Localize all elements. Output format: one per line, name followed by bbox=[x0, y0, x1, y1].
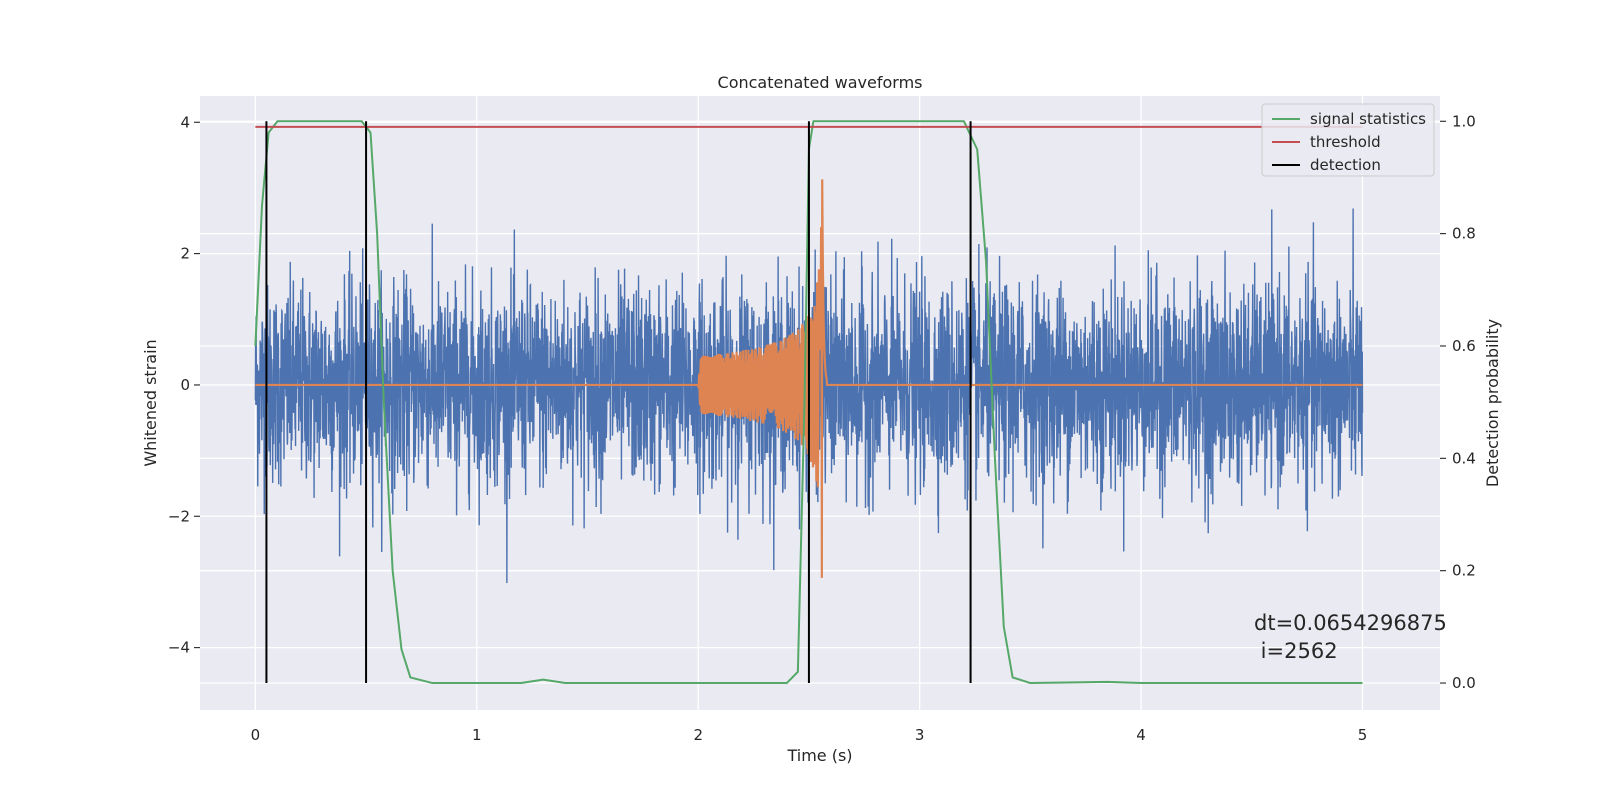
legend-label: signal statistics bbox=[1310, 110, 1426, 128]
annotation-text-1: dt=0.0654296875 bbox=[1254, 611, 1447, 635]
x-tick-label: 4 bbox=[1136, 726, 1146, 744]
x-axis-label: Time (s) bbox=[786, 746, 852, 765]
x-tick-label: 3 bbox=[915, 726, 925, 744]
legend-label: threshold bbox=[1310, 133, 1381, 151]
legend-box bbox=[1261, 103, 1435, 177]
x-tick-label: 1 bbox=[472, 726, 482, 744]
ticks: 0 1 2 3 4 5 −4 −2 0 2 4 0.0 0.2 0.4 0.6 0.8 1.0 bbox=[168, 112, 1476, 744]
y-right-tick-label: 1.0 bbox=[1452, 112, 1476, 130]
x-tick-label: 0 bbox=[251, 726, 261, 744]
x-tick-label: 5 bbox=[1358, 726, 1368, 744]
legend: signal statistics threshold detection bbox=[1261, 103, 1435, 177]
y-axis-label-left: Whitened strain bbox=[141, 339, 160, 466]
y-right-tick-label: 0.6 bbox=[1452, 337, 1476, 355]
y-right-tick-label: 0.0 bbox=[1452, 674, 1476, 692]
y-left-tick-label: 0 bbox=[180, 376, 190, 394]
legend-label: detection bbox=[1310, 156, 1381, 174]
y-left-tick-label: 4 bbox=[180, 113, 190, 131]
annotation-text-2: i=2562 bbox=[1254, 639, 1338, 663]
y-right-tick-label: 0.8 bbox=[1452, 225, 1476, 243]
y-right-tick-label: 0.4 bbox=[1452, 449, 1476, 467]
plot-content bbox=[254, 120, 1364, 685]
y-left-tick-label: −2 bbox=[168, 507, 190, 525]
chart-title: Concatenated waveforms bbox=[718, 73, 923, 92]
y-right-tick-label: 0.2 bbox=[1452, 562, 1476, 580]
y-left-tick-label: 2 bbox=[180, 245, 190, 263]
x-tick-label: 2 bbox=[693, 726, 703, 744]
y-axis-label-right: Detection probability bbox=[1483, 319, 1502, 487]
y-left-tick-label: −4 bbox=[168, 639, 190, 657]
signal-statistics-line bbox=[254, 120, 1363, 685]
